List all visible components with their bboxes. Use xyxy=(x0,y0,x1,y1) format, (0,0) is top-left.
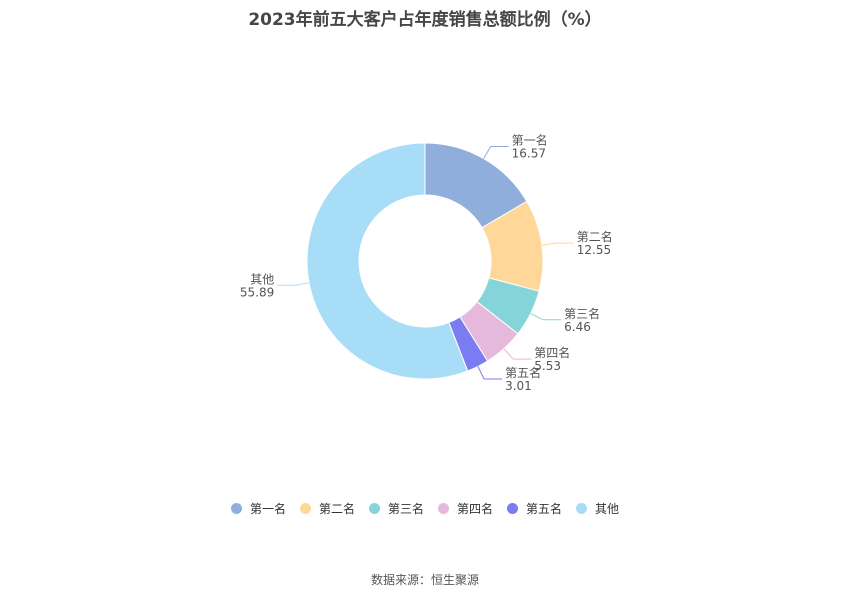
legend-item-6[interactable]: 其他 xyxy=(576,500,619,517)
slice-label-value-5: 3.01 xyxy=(505,379,532,393)
slice-label-name-5: 第五名 xyxy=(505,365,541,380)
slice-label-name-6: 其他 xyxy=(250,272,274,286)
legend-marker-2 xyxy=(299,503,311,514)
legend-label-5: 第五名 xyxy=(526,502,563,516)
legend-label-4: 第四名 xyxy=(457,502,494,516)
slice-label-value-3: 6.46 xyxy=(564,320,591,334)
chart-title: 2023年前五大客户占年度销售总额比例（%） xyxy=(248,10,602,30)
legend-marker-6 xyxy=(576,503,588,514)
legend-label-6: 其他 xyxy=(595,502,620,516)
legend-marker-5 xyxy=(507,503,519,514)
legend-item-5[interactable]: 第五名 xyxy=(507,500,562,517)
legend-marker-1 xyxy=(230,503,242,514)
slice-label-name-3: 第三名 xyxy=(564,306,600,321)
leader-line-6 xyxy=(277,282,310,286)
legend-label-3: 第三名 xyxy=(387,502,424,516)
legend-label-2: 第二名 xyxy=(318,502,355,516)
legend-item-1[interactable]: 第一名 xyxy=(230,500,286,517)
slice-label-name-4: 第四名 xyxy=(534,345,570,360)
legend-item-4[interactable]: 第四名 xyxy=(438,500,493,517)
leader-line-1 xyxy=(483,145,509,159)
leader-line-3 xyxy=(530,313,562,321)
slice-label-name-2: 第二名 xyxy=(577,229,613,244)
legend-item-2[interactable]: 第二名 xyxy=(299,500,355,517)
legend-marker-4 xyxy=(438,503,449,514)
slice-label-value-2: 12.55 xyxy=(577,243,611,257)
leader-line-4 xyxy=(503,348,532,360)
legend: 第一名 第二名 第三名 第四名 第五名 其他 xyxy=(0,500,850,517)
slice-label-value-1: 16.57 xyxy=(512,146,546,160)
source-note: 数据来源：恒生聚源 xyxy=(370,573,479,587)
slice-label-value-6: 55.89 xyxy=(240,285,274,299)
slice-label-name-1: 第一名 xyxy=(512,132,548,147)
legend-marker-3 xyxy=(368,503,380,514)
slice-6[interactable] xyxy=(306,142,469,380)
slice-label-value-4: 5.53 xyxy=(534,359,561,373)
legend-item-3[interactable]: 第三名 xyxy=(368,500,424,517)
leader-line-5 xyxy=(477,366,503,380)
leader-line-2 xyxy=(541,242,574,246)
legend-label-1: 第一名 xyxy=(249,502,286,516)
